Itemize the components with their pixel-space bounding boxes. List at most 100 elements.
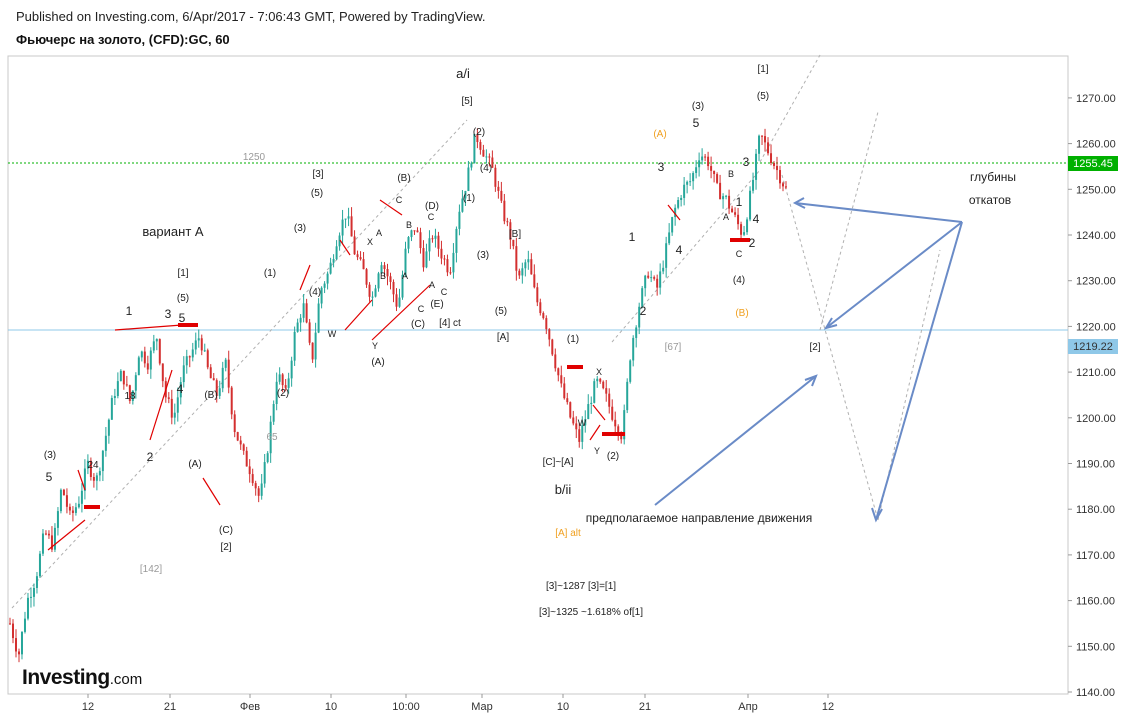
annotation: 5 xyxy=(46,470,53,484)
candle-body xyxy=(35,576,38,588)
candle-body xyxy=(248,466,251,475)
candle-body xyxy=(299,317,302,323)
candle-body xyxy=(731,208,734,213)
candle-body xyxy=(671,217,674,233)
candle-body xyxy=(737,214,740,225)
y-tick-label: 1240.00 xyxy=(1076,230,1116,242)
annotation: 24 xyxy=(87,460,99,471)
candle-body xyxy=(227,359,230,388)
annotation: 5 xyxy=(179,311,186,325)
candle-body xyxy=(269,421,272,454)
candle-body xyxy=(152,341,155,351)
candle-body xyxy=(155,339,158,342)
annotation: (B) xyxy=(397,173,410,184)
candle-body xyxy=(521,268,524,276)
annotation: A xyxy=(723,212,729,222)
candle-body xyxy=(599,378,602,382)
candle-body xyxy=(506,221,509,223)
candle-body xyxy=(605,388,608,394)
candle-body xyxy=(776,165,779,171)
candle-body xyxy=(98,471,101,476)
candle-body xyxy=(467,167,470,191)
annotation: (D) xyxy=(425,201,439,212)
candle-body xyxy=(356,254,359,258)
candle-body xyxy=(431,238,434,240)
candle-body xyxy=(398,297,401,307)
annotation: откатов xyxy=(969,193,1011,207)
candle-body xyxy=(323,283,326,288)
annotation: [B] xyxy=(509,229,521,240)
candle-body xyxy=(68,506,71,511)
annotation: A xyxy=(429,280,435,290)
candle-body xyxy=(395,294,398,307)
candle-body xyxy=(575,423,578,430)
annotation: (4) xyxy=(733,275,745,286)
annotation: 2 xyxy=(640,304,647,318)
candle-body xyxy=(680,197,683,200)
annotation: C xyxy=(736,249,743,259)
candle-body xyxy=(20,631,23,655)
x-axis: 12 21 Фев 10 10:00 Мар 10 21 Апр 12 xyxy=(82,694,834,713)
candle-body xyxy=(560,375,563,384)
candle-body xyxy=(23,618,26,632)
candle-body xyxy=(77,503,80,508)
candle-body xyxy=(458,211,461,229)
candle-body xyxy=(518,270,521,276)
y-tick-label: 1250.00 xyxy=(1076,184,1116,196)
candle-body xyxy=(614,419,617,427)
candle-body xyxy=(272,404,275,422)
candle-body xyxy=(449,272,452,274)
candle-body xyxy=(236,432,239,441)
candle-body xyxy=(230,387,233,415)
candle-body xyxy=(104,435,107,451)
annotation: (3) xyxy=(44,450,56,461)
annotation: 5 xyxy=(693,116,700,130)
candle-body xyxy=(122,370,125,385)
annotation: [4] ct xyxy=(439,318,461,329)
candle-body xyxy=(329,262,332,274)
last-price-label: 1255.45 xyxy=(1073,158,1113,170)
x-tick-label: 21 xyxy=(639,701,651,713)
candle-body xyxy=(305,303,308,323)
annotation: [A] alt xyxy=(555,528,581,539)
candle-body xyxy=(86,460,89,469)
candle-body xyxy=(344,218,347,220)
candle-body xyxy=(419,232,422,249)
annotation: (B) xyxy=(204,390,217,401)
candle-body xyxy=(206,350,209,368)
candle-body xyxy=(542,313,545,319)
level-price-label: 1219.22 xyxy=(1073,341,1113,353)
y-tick-label: 1150.00 xyxy=(1076,641,1115,653)
candle-body xyxy=(188,356,191,358)
candle-body xyxy=(215,380,218,396)
candle-body xyxy=(290,360,293,379)
candle-body xyxy=(446,259,449,273)
annotation: [1] xyxy=(177,268,188,279)
annotation: (C) xyxy=(411,319,425,330)
annotation: 3 xyxy=(743,155,750,169)
candle-body xyxy=(677,199,680,208)
annotation: [2] xyxy=(220,542,231,553)
logo-suffix: .com xyxy=(109,671,143,688)
annotation: 1 xyxy=(629,230,636,244)
candle-body xyxy=(734,212,737,215)
annotation: предполагаемое направление движения xyxy=(586,511,812,525)
candle-body xyxy=(647,275,650,278)
candle-body xyxy=(251,474,254,484)
candle-body xyxy=(53,527,56,550)
candle-body xyxy=(608,393,611,407)
candle-body xyxy=(11,623,14,639)
y-tick-label: 1180.00 xyxy=(1076,504,1115,516)
candle-body xyxy=(143,351,146,364)
projection-arrows xyxy=(654,197,963,523)
candle-body xyxy=(176,397,179,413)
y-tick-label: 1200.00 xyxy=(1076,413,1116,425)
candle-body xyxy=(80,490,83,504)
candle-body xyxy=(14,638,17,652)
annotation: (4) xyxy=(309,287,321,298)
x-tick-label: Мар xyxy=(471,701,493,713)
candle-body xyxy=(254,483,257,489)
annotation: (3) xyxy=(294,223,306,234)
candle-body xyxy=(785,186,787,188)
